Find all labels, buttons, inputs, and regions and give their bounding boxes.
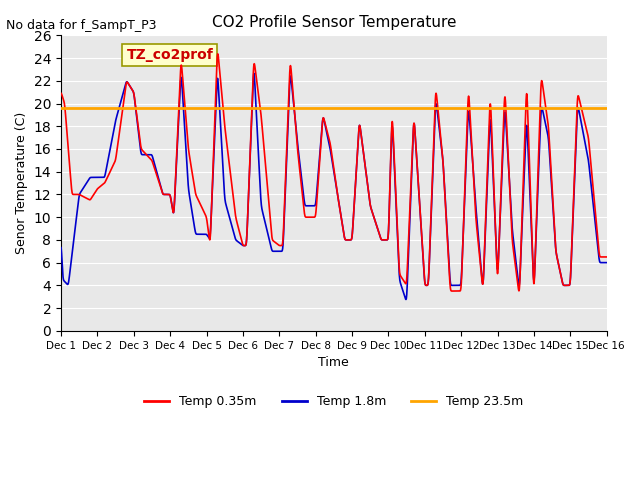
Text: No data for f_SampT_P3: No data for f_SampT_P3	[6, 19, 157, 32]
Title: CO2 Profile Sensor Temperature: CO2 Profile Sensor Temperature	[212, 15, 456, 30]
Temp 1.8m	[291, 106, 298, 112]
Temp 23.5m	[57, 105, 65, 111]
Temp 1.8m	[402, 297, 410, 302]
X-axis label: Time: Time	[319, 356, 349, 369]
Temp 1.8m	[534, 195, 541, 201]
Y-axis label: Senor Temperature (C): Senor Temperature (C)	[15, 112, 28, 254]
Temp 0.35m	[291, 104, 298, 109]
Temp 23.5m	[93, 105, 101, 111]
Temp 0.35m	[267, 219, 275, 225]
Temp 1.8m	[603, 260, 611, 265]
Temp 0.35m	[152, 169, 159, 175]
Legend: Temp 0.35m, Temp 1.8m, Temp 23.5m: Temp 0.35m, Temp 1.8m, Temp 23.5m	[140, 390, 529, 413]
Temp 1.8m	[593, 231, 600, 237]
Line: Temp 0.35m: Temp 0.35m	[61, 54, 607, 291]
Temp 0.35m	[120, 102, 127, 108]
Temp 0.35m	[593, 220, 600, 226]
Temp 0.35m	[449, 288, 456, 294]
Temp 1.8m	[57, 245, 65, 251]
Temp 0.35m	[214, 51, 221, 57]
Temp 0.35m	[603, 254, 611, 260]
Line: Temp 1.8m: Temp 1.8m	[61, 73, 607, 300]
Temp 0.35m	[57, 90, 65, 96]
Temp 1.8m	[267, 242, 275, 248]
Temp 1.8m	[250, 71, 258, 76]
Temp 1.8m	[152, 165, 159, 171]
Temp 0.35m	[534, 184, 541, 190]
Temp 1.8m	[120, 90, 127, 96]
Text: TZ_co2prof: TZ_co2prof	[127, 48, 213, 62]
